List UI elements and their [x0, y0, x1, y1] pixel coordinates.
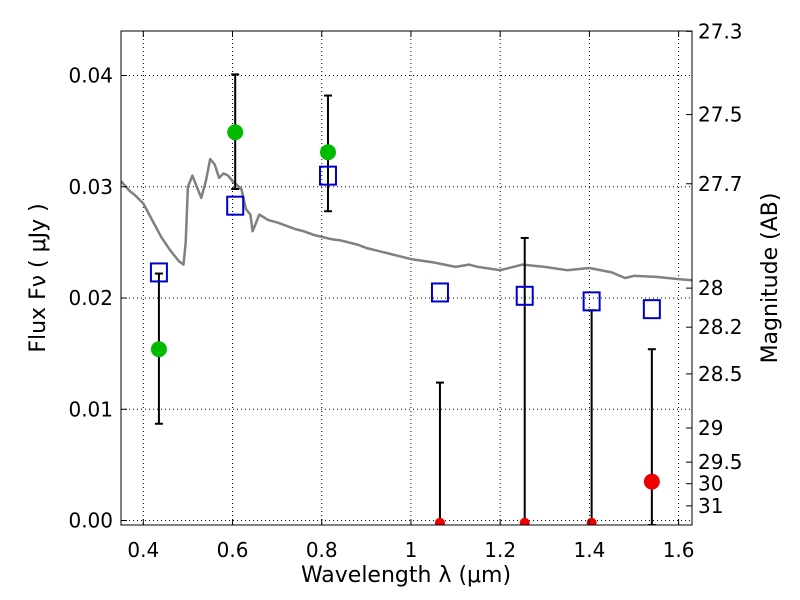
- ticks: 0.4 0.6 0.8 1 1.2 1.4 1.6 0.00 0.01 0.02 0.03 0.04 2…: [68, 19, 742, 562]
- model-photometry-square: [515, 285, 534, 306]
- non-detection-point: [519, 517, 530, 525]
- x-tick-label: 0.8: [306, 538, 338, 562]
- model-photometry-square: [149, 262, 168, 283]
- mag-tick-label: 27.7: [698, 172, 743, 196]
- x-tick-label: 0.4: [127, 538, 159, 562]
- detection-point: [150, 341, 167, 358]
- model-sed-layer: [121, 157, 692, 282]
- x-tick-label: 1.2: [484, 538, 516, 562]
- mag-tick-label: 28.5: [698, 362, 743, 386]
- mag-tick-label: 30: [698, 472, 723, 496]
- detection-point: [319, 144, 336, 161]
- y-axis-label: Flux Fν ( μJy ): [26, 203, 51, 352]
- model-photometry-square: [226, 195, 245, 216]
- detection-point: [227, 124, 244, 141]
- non-detection-point: [434, 517, 445, 525]
- model-sed-line: [121, 157, 692, 282]
- y-tick-label: 0.03: [68, 175, 113, 199]
- y-tick-label: 0.01: [68, 397, 113, 421]
- model-photometry-square: [582, 291, 601, 312]
- model-photometry-square: [642, 299, 661, 320]
- x-tick-label: 1.6: [663, 538, 695, 562]
- mag-tick-label: 28.2: [698, 315, 743, 339]
- x-tick-label: 1: [405, 538, 418, 562]
- plot-frame: [120, 30, 693, 526]
- y-tick-label: 0.00: [68, 509, 113, 533]
- mag-tick-label: 28: [698, 276, 723, 300]
- model-photometry-square: [430, 282, 449, 303]
- marker-layer: [149, 124, 661, 525]
- model-photometry-square: [318, 165, 337, 186]
- mag-tick-label: 27.3: [698, 19, 743, 43]
- mag-tick-label: 29.5: [698, 450, 743, 474]
- x-tick-label: 1.4: [573, 538, 605, 562]
- x-tick-label: 0.6: [217, 538, 249, 562]
- y-tick-label: 0.04: [68, 64, 113, 88]
- y-axis-label-right: Magnitude (AB): [758, 193, 783, 364]
- y-tick-label: 0.02: [68, 286, 113, 310]
- mag-tick-label: 27.5: [698, 103, 743, 127]
- x-axis-label: Wavelength λ (μm): [301, 563, 511, 588]
- non-detection-point: [643, 473, 660, 490]
- mag-tick-label: 29: [698, 416, 723, 440]
- mag-tick-label: 31: [698, 494, 723, 518]
